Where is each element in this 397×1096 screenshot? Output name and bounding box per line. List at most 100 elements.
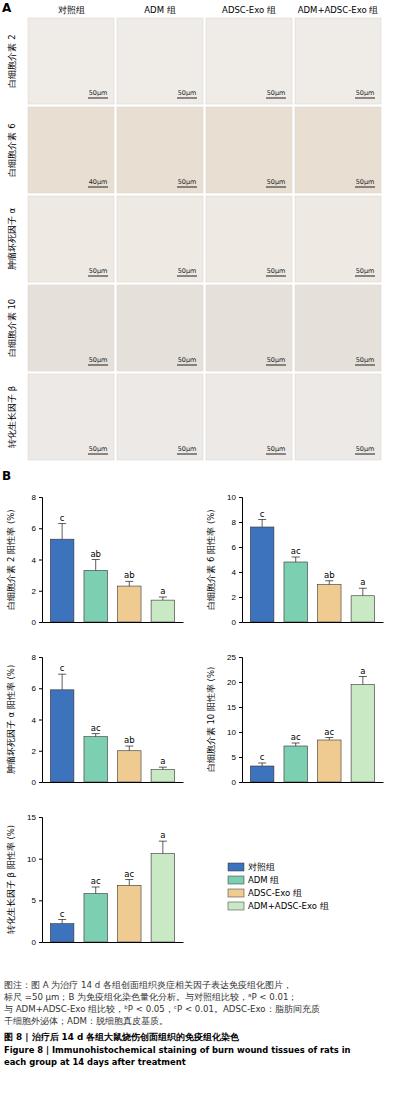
scale-bar	[266, 365, 286, 366]
error-bar	[159, 597, 167, 600]
scale-bar	[88, 98, 108, 99]
y-tick-label: 15	[227, 703, 236, 712]
chart: 0246810白细胞介素 6 阳性率 (%)cacaba	[206, 493, 384, 627]
y-tick-mark	[39, 528, 42, 529]
y-tick: 2	[32, 747, 42, 756]
y-tick-label: 0	[232, 778, 237, 787]
y-tick-mark	[39, 720, 42, 721]
error-bar-cap	[58, 523, 66, 524]
y-axis: 02468	[32, 493, 43, 627]
micrograph	[117, 196, 203, 282]
y-tick-mark	[39, 560, 42, 561]
bar	[151, 770, 175, 783]
y-tick: 0	[232, 618, 242, 627]
error-bar-stem	[329, 581, 330, 585]
plot-area	[50, 841, 174, 942]
scale-bar	[266, 98, 286, 99]
y-axis-title: 肿瘤坏死因子 α 阳性率 (%)	[6, 665, 16, 774]
figure: A对照组ADM 组ADSC-Exo 组ADM+ADSC-Exo 组白细胞介素 2…	[0, 0, 397, 1096]
y-tick-label: 4	[232, 568, 237, 577]
scale-bar	[266, 187, 286, 188]
error-bar-stem	[95, 560, 96, 571]
legend-label: ADSC-Exo 组	[248, 888, 302, 898]
y-tick-mark	[239, 782, 242, 783]
micrograph	[295, 374, 381, 460]
y-tick: 0	[32, 938, 42, 947]
error-bar-cap	[92, 733, 100, 734]
bar	[118, 751, 141, 782]
bar	[351, 596, 375, 622]
chart: 051015转化生长因子 β 阳性率 (%)cacaca	[6, 813, 184, 947]
scale-bar-label: 50μm	[267, 356, 286, 364]
caption-line: 干细胞外泌体；ADM：脱细胞真皮基质。	[4, 1016, 168, 1026]
y-tick-label: 10	[227, 493, 236, 502]
y-tick: 6	[32, 524, 42, 533]
chart: 0510152025白细胞介素 10 阳性率 (%)cacaca	[206, 653, 384, 787]
legend-swatch	[228, 863, 244, 871]
significance-label: c	[260, 509, 265, 519]
bar	[284, 746, 308, 782]
error-bar	[92, 887, 100, 894]
bar	[50, 539, 73, 622]
significance-label: ac	[324, 727, 334, 737]
scale-bar-label: 50μm	[356, 178, 375, 186]
y-tick-label: 5	[232, 753, 237, 762]
scale-bar-label: 50μm	[89, 267, 108, 275]
scale-bar	[88, 187, 108, 188]
y-axis: 051015	[27, 813, 42, 947]
y-axis-line	[39, 818, 43, 943]
x-axis-line	[243, 622, 384, 623]
bar	[118, 885, 141, 942]
scale-bar	[88, 365, 108, 366]
error-bar-stem	[129, 746, 130, 751]
y-tick-label: 2	[32, 587, 37, 596]
scale-bar-label: 50μm	[356, 267, 375, 275]
significance-label: c	[60, 663, 65, 673]
y-tick: 6	[232, 543, 242, 552]
scale-bar	[177, 454, 197, 455]
scale-bar-label: 50μm	[267, 178, 286, 186]
row-label: 肿瘤坏死因子 α	[7, 207, 17, 270]
significance-label: ac	[91, 876, 101, 886]
legend-swatch	[228, 902, 244, 910]
error-bar	[58, 524, 66, 540]
error-bar-stem	[129, 581, 130, 586]
caption-title-cn: 图 8 | 治疗后 14 d 各组大鼠烧伤创面组织的免疫组化染色	[4, 1032, 240, 1042]
caption-title-en: each group at 14 days after treatment	[4, 1057, 186, 1067]
column-header: ADM 组	[144, 5, 175, 15]
y-tick-label: 6	[32, 524, 37, 533]
scale-bar-label: 50μm	[267, 89, 286, 97]
micrograph	[28, 18, 114, 104]
micrograph	[206, 18, 292, 104]
error-bar-stem	[362, 677, 363, 685]
bar	[84, 570, 108, 622]
error-bar	[92, 560, 100, 571]
error-bar	[292, 557, 300, 562]
y-tick-mark	[39, 900, 42, 901]
error-bar	[292, 743, 300, 746]
scale-bar	[177, 98, 197, 99]
bar	[318, 585, 342, 623]
y-tick: 10	[227, 728, 242, 737]
caption-title-en: Figure 8 | Immunohistochemical staining …	[4, 1045, 351, 1055]
bar	[151, 854, 175, 942]
error-bar	[325, 738, 333, 741]
y-tick-label: 20	[227, 678, 236, 687]
y-tick-mark	[39, 859, 42, 860]
y-tick-mark	[39, 817, 42, 818]
column-header: ADSC-Exo 组	[222, 5, 276, 15]
error-bar-cap	[125, 746, 133, 747]
plot-area	[50, 524, 174, 622]
legend-entry: 对照组	[228, 862, 275, 872]
error-bar	[359, 588, 367, 596]
y-tick: 4	[32, 556, 42, 565]
error-bar	[58, 920, 66, 924]
significance-label: ac	[124, 869, 134, 879]
y-tick-label: 0	[32, 778, 37, 787]
y-tick-label: 0	[232, 618, 237, 627]
legend-entry: ADSC-Exo 组	[228, 888, 302, 898]
caption-line: 与 ADM+ADSC-Exo 组比较，ᵇP < 0.05，ᶜP < 0.01。A…	[4, 1004, 320, 1014]
bar	[118, 586, 141, 622]
y-tick-label: 4	[32, 556, 37, 565]
legend-swatch	[228, 876, 244, 884]
